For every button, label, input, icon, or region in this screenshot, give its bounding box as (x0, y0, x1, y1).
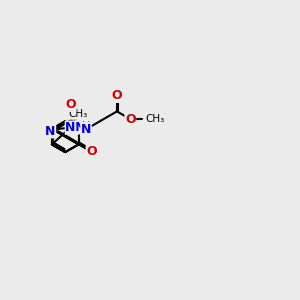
Text: CH₃: CH₃ (69, 109, 88, 119)
Text: H: H (82, 121, 90, 131)
Text: O: O (112, 89, 122, 102)
Text: N: N (81, 123, 91, 136)
Text: N: N (75, 121, 86, 134)
Text: CH₃: CH₃ (145, 114, 164, 124)
Text: O: O (65, 98, 76, 111)
Text: O: O (86, 145, 97, 158)
Text: N: N (65, 121, 76, 134)
Text: N: N (45, 125, 56, 138)
Text: O: O (125, 112, 136, 126)
